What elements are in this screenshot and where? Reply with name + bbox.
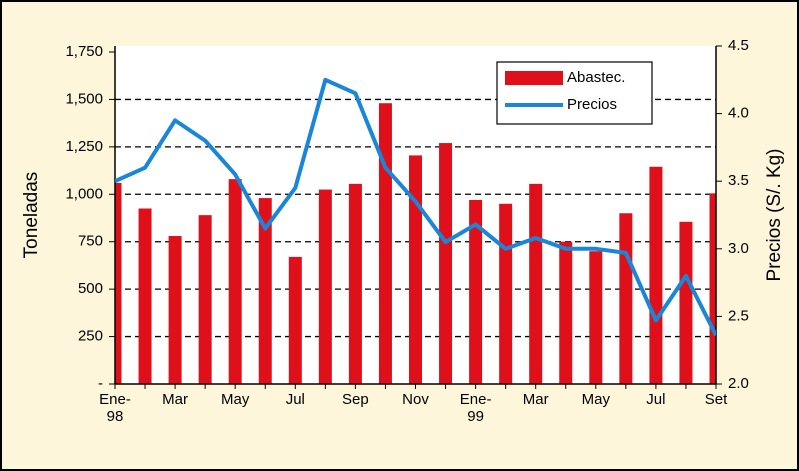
y-tick-label: 1,500 <box>65 90 103 107</box>
y-tick-label: 1,250 <box>65 138 103 155</box>
bar <box>228 179 242 384</box>
y-tick-label: 750 <box>78 233 103 250</box>
x-tick-label: Ene-99 <box>460 391 492 425</box>
y2-tick-label: 2.5 <box>728 307 749 324</box>
x-tick-label: Mar <box>162 391 188 408</box>
bar <box>138 208 152 384</box>
x-tick-label: Ene-98 <box>99 391 131 425</box>
bar <box>258 198 272 384</box>
y2-tick-label: 3.5 <box>728 172 749 189</box>
x-tick-label: Mar <box>523 391 549 408</box>
bar <box>589 251 603 384</box>
y-tick-label: 1,750 <box>65 43 103 60</box>
bar <box>198 215 212 384</box>
y2-axis-title: Precios (S/. Kg) <box>764 148 785 281</box>
legend-swatch <box>505 71 563 85</box>
y-tick-label: - <box>98 375 103 392</box>
y2-tick-label: 2.0 <box>728 375 749 392</box>
y-tick-label: 1,000 <box>65 185 103 202</box>
y-tick-label: 250 <box>78 328 103 345</box>
bar <box>679 221 693 384</box>
bar <box>348 183 362 384</box>
bar <box>469 199 483 384</box>
bar <box>529 183 543 384</box>
bar <box>559 241 573 384</box>
bar <box>499 203 513 384</box>
bar <box>318 189 332 384</box>
x-tick-label: Jul <box>646 391 665 408</box>
y-tick-label: 500 <box>78 280 103 297</box>
y2-tick-label: 4.0 <box>728 105 749 122</box>
bar <box>619 213 633 384</box>
x-tick-label: May <box>582 391 611 408</box>
bar <box>439 143 453 384</box>
legend-label: Precios <box>567 96 617 113</box>
x-tick-label: May <box>221 391 250 408</box>
bar <box>709 193 716 384</box>
bar <box>288 256 302 384</box>
x-tick-label: Jul <box>286 391 305 408</box>
x-tick-label: Set <box>705 391 728 408</box>
bar <box>168 236 182 384</box>
x-tick-label: Sep <box>342 391 369 408</box>
legend-label: Abastec. <box>567 69 625 86</box>
x-tick-label: Nov <box>402 391 429 408</box>
line <box>115 77 716 337</box>
y2-tick-label: 3.0 <box>728 240 749 257</box>
bar <box>409 155 422 384</box>
bar <box>378 103 392 384</box>
y2-tick-label: 4.5 <box>728 37 749 54</box>
bar <box>649 166 663 384</box>
y-axis-title: Toneladas <box>21 172 42 259</box>
bar <box>115 182 122 384</box>
